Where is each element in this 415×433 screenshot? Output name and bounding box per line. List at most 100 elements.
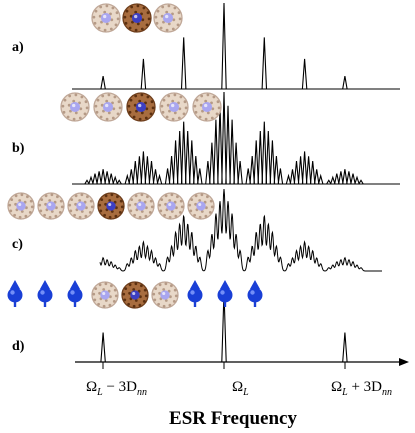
peak xyxy=(269,140,276,185)
peak xyxy=(326,179,332,185)
molecules-c xyxy=(7,192,215,220)
peak xyxy=(180,37,187,90)
peak xyxy=(88,175,94,185)
filled-fullerene-icon xyxy=(121,281,149,309)
peak xyxy=(132,161,139,185)
fullerene-icon xyxy=(153,3,183,33)
peak xyxy=(189,140,195,185)
peak xyxy=(309,161,316,185)
peak xyxy=(265,130,272,185)
fullerene-icon xyxy=(91,3,121,33)
tick-right-rest: + 3D xyxy=(348,379,382,395)
tick-center-sub: L xyxy=(242,387,249,398)
peak xyxy=(342,169,348,185)
fullerene-icon xyxy=(93,92,123,122)
peak xyxy=(116,179,122,185)
peak xyxy=(156,173,163,185)
molecules-d xyxy=(7,280,263,309)
peak xyxy=(249,155,255,185)
x-axis-arrow-icon xyxy=(399,358,409,366)
peak xyxy=(96,171,102,185)
molecule-layer xyxy=(7,3,263,309)
peak xyxy=(100,332,106,363)
peak xyxy=(205,160,211,185)
peak xyxy=(245,168,251,185)
x-tick-label-center: ΩL xyxy=(232,379,249,398)
peak xyxy=(197,168,203,185)
peak xyxy=(297,156,304,185)
peak xyxy=(350,173,356,185)
peak xyxy=(301,151,308,185)
peak xyxy=(301,58,308,90)
panel-b xyxy=(72,91,400,185)
peak xyxy=(225,105,231,185)
peak xyxy=(358,179,364,185)
peak xyxy=(84,179,90,185)
peak xyxy=(144,156,151,185)
peak xyxy=(253,140,259,185)
fullerene-icon xyxy=(7,192,35,220)
peak xyxy=(257,130,264,185)
peak xyxy=(342,332,348,363)
peak xyxy=(229,119,235,185)
panel-label-c: c) xyxy=(12,237,23,252)
spin-arrow-icon xyxy=(217,280,233,307)
peak xyxy=(148,161,155,185)
peak xyxy=(100,76,106,90)
fullerene-icon xyxy=(37,192,65,220)
panel-a xyxy=(72,2,400,90)
fullerene-icon xyxy=(187,192,215,220)
peak xyxy=(221,2,227,90)
fullerene-icon xyxy=(67,192,95,220)
peak xyxy=(261,121,268,185)
panel-label-b: b) xyxy=(12,141,25,156)
tick-center-main: Ω xyxy=(232,379,243,395)
peak xyxy=(209,142,215,185)
peak xyxy=(124,173,131,185)
spectrum-c-line xyxy=(99,188,382,272)
peak xyxy=(112,175,118,185)
panel-label-d: d) xyxy=(12,339,25,354)
tick-right-main: Ω xyxy=(331,379,342,395)
x-axis-title: ESR Frequency xyxy=(169,408,297,429)
x-tick-label-right: ΩL + 3Dnn xyxy=(331,379,392,398)
fullerene-icon xyxy=(91,281,119,309)
spin-arrow-icon xyxy=(37,280,53,307)
peak xyxy=(180,121,187,185)
peak xyxy=(313,169,320,185)
panels-layer xyxy=(72,2,400,363)
peak xyxy=(334,173,340,185)
peak xyxy=(168,155,175,185)
fullerene-icon xyxy=(159,92,189,122)
peak xyxy=(346,171,352,185)
peak xyxy=(136,156,143,185)
peak xyxy=(293,161,300,185)
peak xyxy=(92,173,98,185)
filled-fullerene-icon xyxy=(97,192,125,220)
peak xyxy=(140,151,147,185)
peak xyxy=(193,155,199,185)
peak xyxy=(330,175,336,185)
peak xyxy=(277,168,284,185)
spin-arrow-icon xyxy=(247,280,263,307)
molecules-a xyxy=(91,3,183,33)
peak xyxy=(128,169,135,185)
peak xyxy=(108,173,114,185)
peak xyxy=(273,155,280,185)
peak xyxy=(317,173,324,185)
panel-label-a: a) xyxy=(12,40,24,55)
peak xyxy=(261,37,268,90)
fullerene-icon xyxy=(192,92,222,122)
tick-right-sub2: nn xyxy=(382,387,392,398)
spin-arrow-icon xyxy=(7,280,23,307)
tick-left-main: Ω xyxy=(86,379,97,395)
peak xyxy=(164,168,171,185)
fullerene-icon xyxy=(60,92,90,122)
tick-left-sub: L xyxy=(96,387,103,398)
fullerene-icon xyxy=(127,192,155,220)
panel-c xyxy=(99,188,382,272)
spin-arrow-icon xyxy=(67,280,83,307)
peak xyxy=(140,58,147,90)
peak xyxy=(237,160,243,185)
